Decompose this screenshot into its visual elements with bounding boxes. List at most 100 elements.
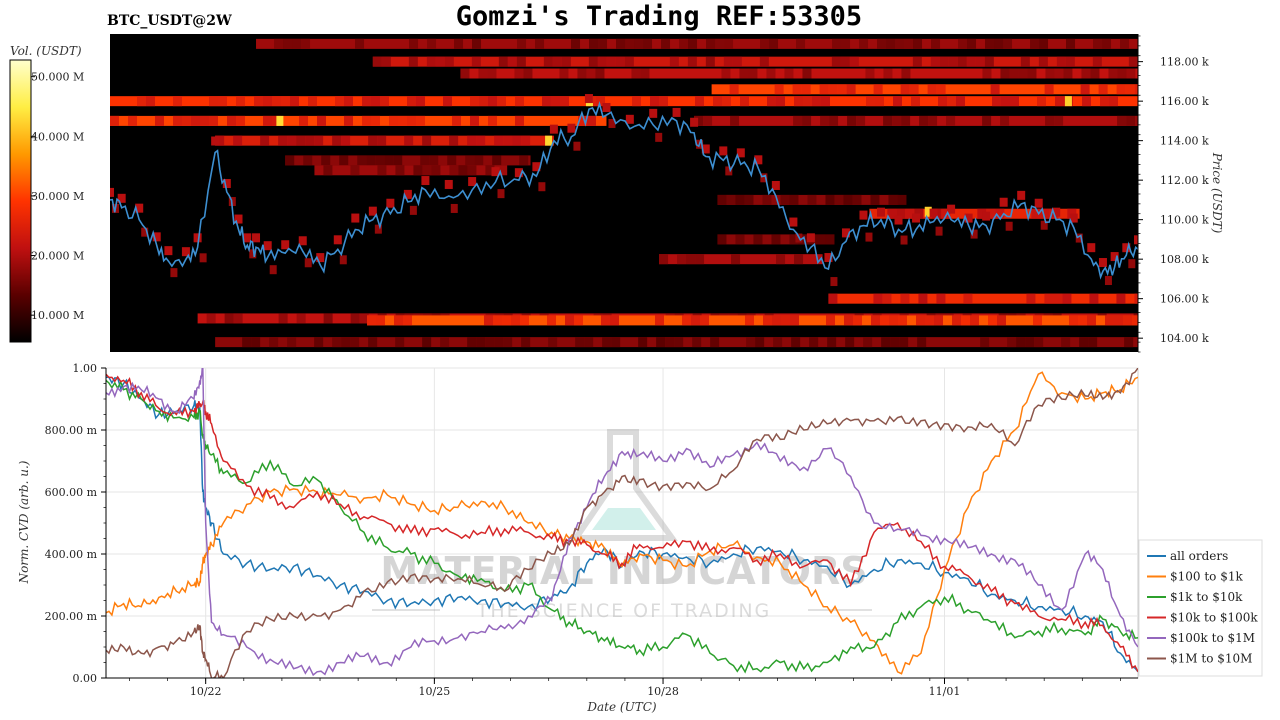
heatmap-cell — [936, 84, 946, 95]
cvd-y-tick-label: 600.00 m — [45, 486, 98, 499]
heatmap-cell — [930, 56, 940, 67]
heatmap-cell — [694, 115, 704, 126]
heatmap-cell — [762, 194, 772, 205]
heatmap-cell — [725, 166, 733, 176]
heatmap-cell — [986, 208, 996, 219]
heatmap-cell — [281, 96, 290, 107]
heatmap-cell — [830, 277, 838, 287]
heatmap-cell — [474, 155, 484, 166]
heatmap-band — [110, 96, 1138, 107]
heatmap-cell — [677, 254, 687, 265]
heatmap-cell — [904, 38, 914, 49]
price-line — [110, 100, 1138, 280]
heatmap-cell — [598, 38, 608, 49]
price-tick-label: 112.00 k — [1160, 174, 1209, 187]
heatmap-cell — [1054, 68, 1064, 79]
heatmap-cell — [690, 117, 699, 127]
heatmap-hotspot — [924, 206, 932, 217]
heatmap-cell — [1090, 68, 1100, 79]
heatmap-cell — [870, 194, 880, 205]
heatmap-cell — [970, 229, 978, 239]
price-tick-label: 108.00 k — [1160, 253, 1209, 266]
heatmap-cell — [816, 234, 826, 245]
heatmap-cell — [638, 337, 648, 348]
heatmap-cell — [403, 315, 412, 326]
heatmap-cell — [359, 313, 369, 324]
heatmap-cell — [584, 337, 594, 348]
heatmap-cell — [470, 96, 479, 107]
price-axis: 104.00 k 106.00 k 108.00 k 110.00 k 112.00 k… — [1137, 34, 1209, 353]
heatmap-cell — [321, 155, 331, 166]
heatmap-cell — [847, 115, 857, 126]
heatmap-cell — [1092, 56, 1102, 67]
heatmap-cell — [732, 56, 742, 67]
heatmap-cell — [1120, 38, 1130, 49]
heatmap-cell — [1134, 235, 1138, 245]
heatmap-cell — [394, 315, 403, 326]
heatmap-cell — [700, 315, 709, 326]
heatmap-cell — [820, 115, 830, 126]
heatmap-cell — [806, 233, 815, 243]
heatmap-cell — [947, 204, 956, 214]
heatmap-cell — [745, 315, 754, 326]
heatmap-cell — [476, 337, 486, 348]
heatmap-cell — [1123, 315, 1132, 326]
heatmap-cell — [1126, 68, 1136, 79]
heatmap-cell — [634, 38, 644, 49]
heatmap-cell — [1033, 315, 1042, 326]
heatmap-cell — [339, 255, 347, 265]
cvd-y-tick-label: 200.00 m — [45, 610, 98, 623]
heatmap-cell — [601, 315, 610, 326]
heatmap-cell — [117, 193, 126, 203]
heatmap-cell — [812, 96, 821, 107]
heatmap-hotspot — [1064, 96, 1072, 107]
heatmap-cell — [754, 155, 763, 165]
heatmap-cell — [695, 254, 705, 265]
heatmap-cell — [1040, 220, 1048, 230]
heatmap-cell — [596, 96, 605, 107]
heatmap-cell — [155, 115, 164, 126]
heatmap-cell — [710, 337, 720, 348]
cvd-x-axis: 10/22 10/25 10/28 11/01 — [106, 677, 1138, 698]
heatmap-cell — [573, 141, 581, 151]
heatmap-cell — [825, 194, 835, 205]
heatmap-cell — [368, 135, 378, 146]
heatmap-cell — [1005, 221, 1013, 231]
heatmap-cell — [488, 115, 497, 126]
heatmap-cell — [827, 337, 837, 348]
heatmap-cell — [632, 96, 641, 107]
heatmap-cell — [821, 96, 830, 107]
cvd-y-tick-label: 1.00 — [73, 362, 98, 375]
heatmap-cell — [901, 68, 911, 79]
heatmap-cell — [844, 315, 853, 326]
heatmap-cell — [1132, 315, 1138, 326]
heatmap-cell — [825, 234, 835, 245]
heatmap-cell — [372, 56, 382, 67]
heatmap-cell — [1069, 213, 1078, 223]
legend: all orders $100 to $1k $1k to $10k $10k to … — [1138, 539, 1263, 677]
heatmap-cell — [911, 96, 920, 107]
heatmap-cell — [717, 194, 727, 205]
heatmap-cell — [665, 337, 675, 348]
heatmap-cell — [1134, 293, 1138, 304]
heatmap-cell — [233, 135, 243, 146]
heatmap-cell — [191, 115, 200, 126]
heatmap-cell — [380, 96, 389, 107]
heatmap-cell — [995, 208, 1005, 219]
heatmap-cell — [841, 38, 851, 49]
heatmap-cell — [110, 187, 114, 197]
heatmap-cell — [790, 315, 799, 326]
heatmap-cell — [919, 115, 929, 126]
heatmap-cell — [829, 115, 839, 126]
colorbar — [9, 59, 32, 343]
heatmap-cell — [389, 115, 398, 126]
heatmap-cell — [384, 155, 394, 166]
heatmap-cell — [494, 135, 504, 146]
heatmap-cell — [260, 135, 270, 146]
heatmap-cell — [802, 68, 812, 79]
cvd-y-axis: 0.00 200.00 m 400.00 m 600.00 m 800.00 m 1.00 — [45, 362, 107, 685]
heatmap-cell — [956, 96, 965, 107]
heatmap-cell — [899, 337, 909, 348]
heatmap-cell — [371, 96, 380, 107]
heatmap-cell — [404, 135, 414, 146]
